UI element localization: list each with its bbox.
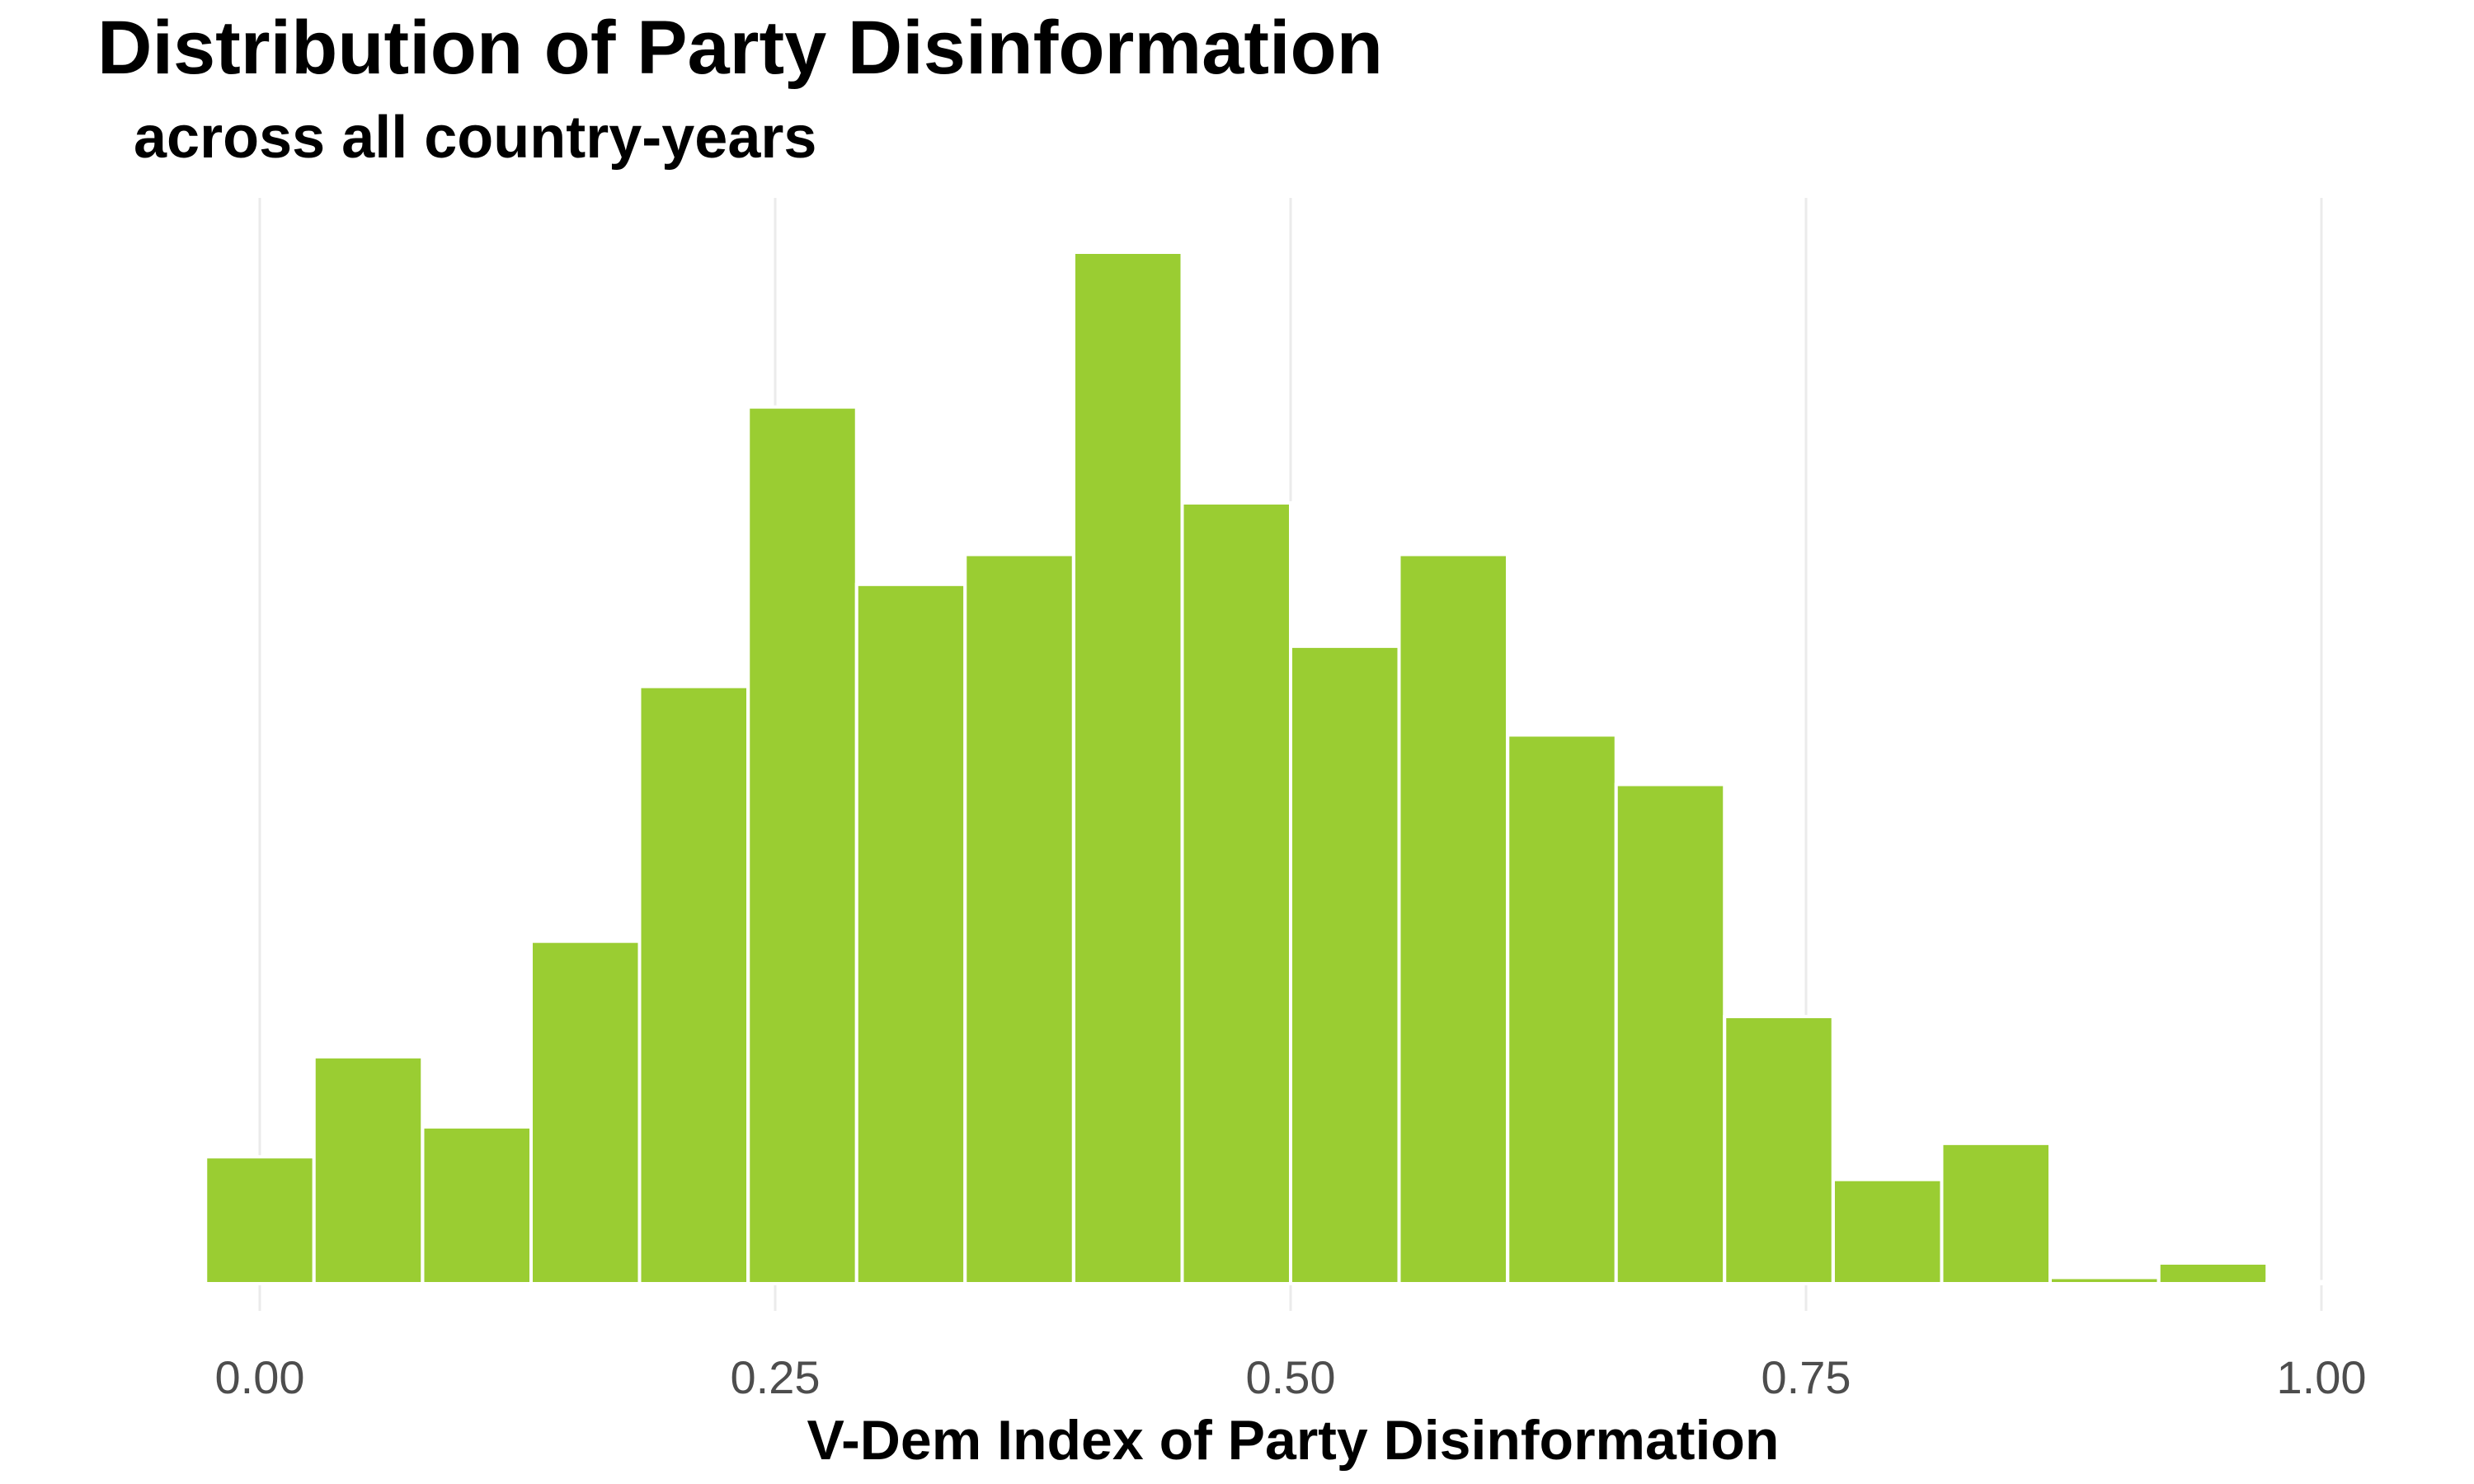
x-tick-label: 1.00 xyxy=(2277,1351,2367,1403)
histogram-bar xyxy=(2265,1280,2378,1286)
histogram-bar xyxy=(1289,644,1401,1285)
x-tick-label: 0.00 xyxy=(215,1351,305,1403)
histogram-bar xyxy=(2048,1275,2161,1286)
histogram-bar xyxy=(1723,1014,1835,1285)
histogram-bar xyxy=(421,1125,533,1286)
x-tick-label: 0.50 xyxy=(1246,1351,1336,1403)
x-tick-label: 0.25 xyxy=(731,1351,821,1403)
x-tick-labels: 0.00 0.25 0.50 0.75 1.00 xyxy=(215,1351,2367,1403)
histogram-bar xyxy=(1940,1141,2052,1286)
chart-title: Distribution of Party Disinformation xyxy=(97,6,1383,90)
x-tick-label: 0.75 xyxy=(1761,1351,1851,1403)
histogram-bar xyxy=(1397,552,1509,1285)
x-axis-title: V-Dem Index of Party Disinformation xyxy=(807,1409,1780,1472)
chart-subtitle: across all country-years xyxy=(134,105,817,171)
histogram-bar xyxy=(1506,733,1618,1285)
histogram-bar xyxy=(963,552,1075,1285)
histogram-bar xyxy=(1832,1177,1944,1286)
bar-layer xyxy=(204,251,2378,1286)
histogram-bar xyxy=(1180,500,1292,1285)
histogram-bar xyxy=(312,1054,425,1286)
histogram-bar xyxy=(529,939,642,1285)
histogram-bar xyxy=(1614,782,1727,1285)
histogram-bar xyxy=(746,405,858,1285)
histogram-bar xyxy=(204,1155,316,1285)
histogram-bar xyxy=(1072,251,1184,1285)
histogram-bar xyxy=(2157,1261,2269,1285)
histogram-bar xyxy=(637,684,750,1285)
histogram-bar xyxy=(854,582,967,1285)
